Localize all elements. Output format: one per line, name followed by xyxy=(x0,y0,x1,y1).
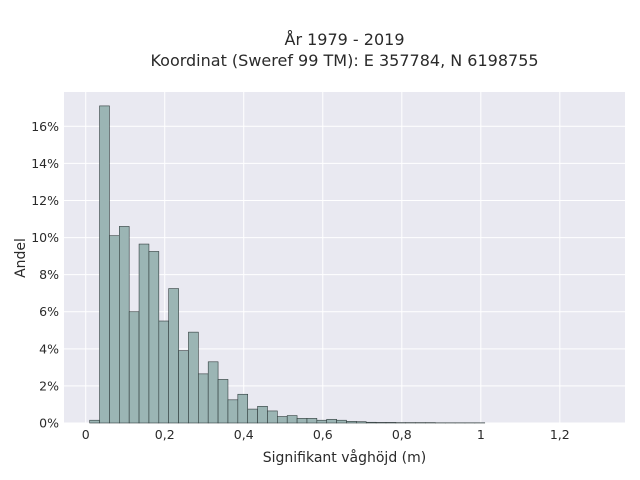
histogram-bar xyxy=(316,419,328,424)
histogram-bar xyxy=(138,243,150,424)
x-tick-label: 1,2 xyxy=(550,427,570,442)
y-tick-label: 0% xyxy=(39,416,59,431)
y-tick-label: 2% xyxy=(39,378,59,393)
histogram-bar xyxy=(385,422,397,424)
y-tick-label: 16% xyxy=(31,119,59,134)
y-tick-label: 8% xyxy=(39,267,59,282)
y-tick-label: 14% xyxy=(31,156,59,171)
x-axis-label: Signifikant våghöjd (m) xyxy=(263,449,426,466)
histogram-bar xyxy=(178,350,189,424)
x-tick-label: 0,6 xyxy=(313,427,333,442)
chart-title-line1: År 1979 - 2019 xyxy=(285,30,405,49)
histogram-bar xyxy=(148,251,160,424)
histogram-bar xyxy=(158,320,169,424)
histogram-bar xyxy=(296,418,308,424)
chart-title-line2: Koordinat (Sweref 99 TM): E 357784, N 61… xyxy=(150,51,538,70)
histogram-bar xyxy=(375,422,387,424)
histogram-bar xyxy=(168,288,179,424)
histogram-bar xyxy=(188,331,199,424)
histogram-bar xyxy=(99,105,110,424)
y-tick-label: 12% xyxy=(31,193,59,208)
histogram-bar xyxy=(257,406,268,424)
histogram-bar xyxy=(356,421,367,424)
histogram-bar xyxy=(336,419,347,424)
y-axis-label: Andel xyxy=(13,238,29,278)
histogram-bar xyxy=(109,235,120,424)
histogram-bar xyxy=(217,379,229,424)
histogram-bar xyxy=(89,419,100,424)
histogram-bar xyxy=(237,393,249,424)
y-tick-label: 4% xyxy=(39,341,59,356)
histogram-bar xyxy=(286,415,298,424)
histogram-bar xyxy=(128,311,140,424)
x-tick-label: 0 xyxy=(82,427,90,442)
histogram-bar xyxy=(326,418,337,424)
y-tick-label: 10% xyxy=(31,230,59,245)
histogram-bar xyxy=(277,416,288,424)
x-tick-label: 1 xyxy=(477,427,485,442)
x-tick-label: 0,4 xyxy=(234,427,254,442)
x-tick-label: 0,8 xyxy=(392,427,412,442)
x-tick-label: 0,2 xyxy=(155,427,175,442)
histogram-bar xyxy=(365,421,377,424)
tick-labels: 0% 2% 4% 6% 8% 10% 12% 14% 16% 0 0,2 0,4 0,6 0,8 1 1,2 xyxy=(31,119,570,442)
histogram-bar xyxy=(227,399,239,424)
histogram-bar xyxy=(267,410,278,424)
histogram-bar xyxy=(119,226,130,424)
y-tick-label: 6% xyxy=(39,304,59,319)
histogram-bar xyxy=(247,408,258,424)
histogram-bars xyxy=(89,105,486,424)
histogram-bar xyxy=(207,361,219,424)
histogram-bar xyxy=(198,373,209,424)
histogram-bar xyxy=(306,418,318,424)
histogram-bar xyxy=(346,421,357,424)
